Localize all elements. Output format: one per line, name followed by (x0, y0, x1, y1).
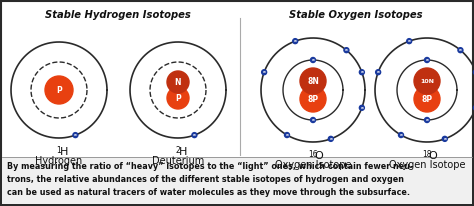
Circle shape (425, 57, 429, 62)
Text: 18: 18 (422, 150, 432, 159)
Circle shape (293, 39, 298, 44)
Circle shape (310, 57, 316, 62)
Text: N: N (175, 77, 181, 87)
Text: e: e (426, 58, 428, 62)
Text: H: H (60, 147, 68, 157)
Circle shape (328, 136, 333, 141)
Text: e: e (263, 70, 265, 74)
Text: e: e (400, 133, 402, 137)
Circle shape (458, 48, 463, 53)
Text: 8N: 8N (307, 76, 319, 85)
Text: O: O (428, 151, 437, 161)
Text: Oxygen Isotope: Oxygen Isotope (275, 160, 351, 170)
Text: e: e (329, 137, 332, 141)
Text: e: e (311, 118, 315, 122)
Text: e: e (74, 133, 77, 137)
Text: 1: 1 (56, 146, 61, 155)
Circle shape (192, 133, 197, 138)
Text: e: e (193, 133, 196, 137)
Text: 8P: 8P (308, 95, 319, 103)
Text: e: e (311, 58, 315, 62)
Text: Stable Oxygen Isotopes: Stable Oxygen Isotopes (289, 10, 423, 20)
Text: 10N: 10N (420, 78, 434, 83)
Text: P: P (175, 94, 181, 103)
Circle shape (344, 48, 349, 53)
Text: By measuring the ratio of “heavy” isotopes to the “light” ones, which contain fe: By measuring the ratio of “heavy” isotop… (7, 162, 413, 197)
FancyBboxPatch shape (2, 158, 472, 204)
Text: e: e (408, 39, 410, 43)
Circle shape (442, 136, 447, 141)
Text: e: e (345, 48, 348, 52)
Text: e: e (459, 48, 462, 52)
Text: Oxygen Isotope: Oxygen Isotope (389, 160, 465, 170)
Text: e: e (360, 70, 364, 74)
Text: 8P: 8P (421, 95, 433, 103)
Text: e: e (294, 39, 297, 43)
Text: P: P (56, 85, 62, 95)
Text: H: H (179, 147, 187, 157)
Circle shape (300, 86, 326, 112)
Text: Hydrogen: Hydrogen (36, 156, 82, 166)
Circle shape (167, 71, 189, 93)
Text: 2: 2 (176, 146, 181, 155)
Circle shape (300, 68, 326, 94)
Text: e: e (443, 137, 447, 141)
Text: 16: 16 (308, 150, 318, 159)
Text: Stable Hydrogen Isotopes: Stable Hydrogen Isotopes (45, 10, 191, 20)
Circle shape (359, 105, 365, 110)
Circle shape (310, 117, 316, 123)
Circle shape (414, 68, 440, 94)
Text: e: e (377, 70, 380, 74)
Circle shape (375, 70, 381, 75)
Circle shape (414, 86, 440, 112)
Text: e: e (285, 133, 289, 137)
Circle shape (407, 39, 412, 44)
Circle shape (167, 87, 189, 109)
Circle shape (359, 70, 365, 75)
Text: Deuterium: Deuterium (152, 156, 204, 166)
Circle shape (425, 117, 429, 123)
Circle shape (73, 133, 78, 138)
Circle shape (284, 132, 290, 138)
Circle shape (399, 132, 403, 138)
Circle shape (262, 70, 267, 75)
Circle shape (45, 76, 73, 104)
Text: O: O (314, 151, 323, 161)
Text: e: e (360, 106, 364, 110)
Text: e: e (426, 118, 428, 122)
